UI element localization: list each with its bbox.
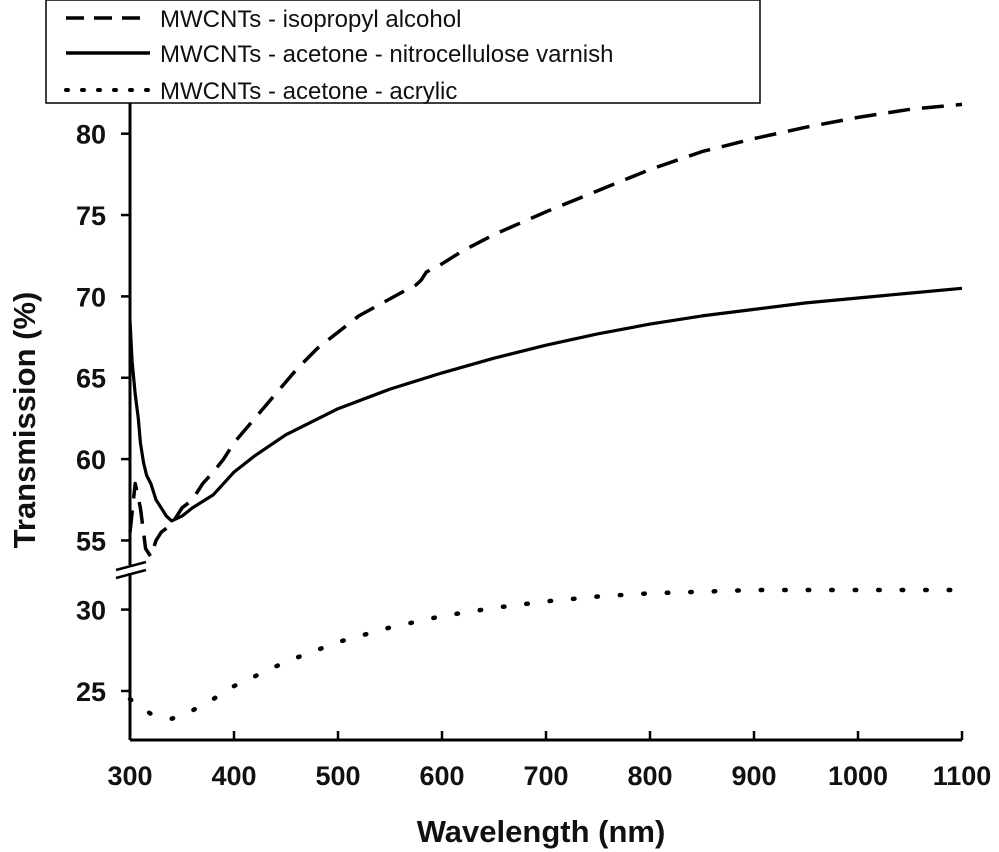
y-tick-label: 60 [76,445,106,475]
y-axis-title: Transmission (%) [7,292,42,549]
x-tick-label: 800 [627,761,672,791]
x-tick-label: 600 [419,761,464,791]
y-tick-label: 65 [76,364,106,394]
legend-label-nitrocellulose: MWCNTs - acetone - nitrocellulose varnis… [160,41,613,68]
legend-box [45,0,761,104]
axis-break-mark [115,568,147,580]
plot-area [127,102,965,721]
axes [115,102,962,742]
x-tick-label: 1000 [828,761,888,791]
series-line-solid [128,286,963,523]
y-tick-label: 75 [76,201,106,231]
series-line-dotted [127,587,965,721]
y-tick-label: 80 [76,120,106,150]
y-tick-label: 55 [76,526,106,556]
y-tick-label: 30 [76,596,106,626]
series-line-dashed [128,102,963,559]
x-axis-title: Wavelength (nm) [417,814,666,849]
y-tick-label: 25 [76,677,106,707]
x-tick-label: 1100 [933,761,992,791]
legend: MWCNTs - isopropyl alcohol MWCNTs - acet… [45,0,761,105]
legend-label-acrylic: MWCNTs - acetone - acrylic [160,78,457,105]
y-ticks: 55 60 65 70 75 80 25 30 [76,120,130,707]
y-tick-label: 70 [76,282,106,312]
x-ticks: 300 400 500 600 700 800 900 1000 1100 [107,731,991,791]
legend-label-isopropyl: MWCNTs - isopropyl alcohol [160,6,461,33]
x-tick-label: 300 [107,761,152,791]
x-tick-label: 500 [315,761,360,791]
axis-break-mark [115,560,147,572]
x-tick-label: 900 [731,761,776,791]
x-tick-label: 700 [523,761,568,791]
x-tick-label: 400 [211,761,256,791]
